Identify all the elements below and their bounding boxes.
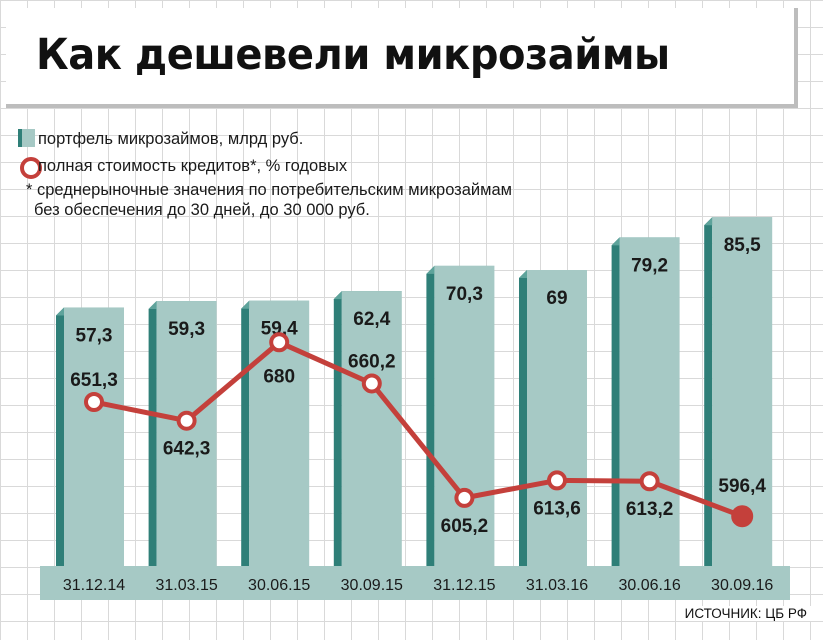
line-point (176, 410, 197, 431)
x-tick-label: 30.09.16 (711, 577, 773, 594)
x-tick-label: 30.09.15 (341, 577, 403, 594)
line-point (84, 392, 104, 412)
x-tick-label: 31.12.14 (63, 577, 125, 594)
line-value-label: 660,2 (348, 351, 396, 372)
line-value-label: 680 (263, 366, 295, 387)
bar-value-label: 59,3 (168, 319, 205, 340)
bar (64, 307, 124, 566)
line-value-label: 596,4 (718, 476, 766, 497)
line-value-label: 613,2 (626, 499, 674, 520)
line-point (547, 470, 567, 491)
title-box: Как дешевели микрозаймы (6, 8, 798, 108)
x-tick-label: 30.06.15 (248, 577, 310, 594)
legend-note-line2: без обеспечения до 30 дней, до 30 000 ру… (34, 201, 370, 219)
bar-value-label: 59,4 (261, 319, 298, 340)
bar-side (704, 217, 713, 566)
bar-side (611, 237, 620, 567)
legend-bar-label: портфель микрозаймов, млрд руб. (38, 130, 304, 148)
line-value-label: 651,3 (70, 370, 118, 391)
bar-side (333, 291, 342, 566)
bar-value-label: 70,3 (446, 284, 483, 305)
x-tick-label: 31.12.15 (433, 577, 495, 594)
bar (156, 301, 217, 566)
bar (341, 291, 402, 566)
bar (527, 270, 587, 566)
x-tick-label: 31.03.16 (526, 577, 588, 594)
line-value-label: 613,6 (533, 498, 581, 519)
chart-title: Как дешевели микрозаймы (36, 30, 670, 80)
bar-value-label: 79,2 (631, 255, 668, 276)
bar-value-label: 62,4 (353, 309, 390, 330)
legend-line-label: полная стоимость кредитов*, % годовых (38, 157, 348, 175)
legend-bar-swatch (18, 129, 35, 147)
x-tick-label: 31.03.15 (155, 577, 217, 594)
bar-side (426, 265, 435, 566)
line-point (454, 487, 475, 508)
bar-value-label: 85,5 (724, 235, 761, 256)
bar-side (241, 300, 250, 566)
line-value-label: 642,3 (163, 439, 211, 460)
bar-value-label: 69 (546, 288, 567, 309)
line-point (639, 471, 660, 492)
bar (434, 265, 495, 566)
bar-value-label: 57,3 (76, 325, 113, 346)
line-point (731, 505, 754, 528)
line-point (269, 332, 290, 353)
bar (619, 237, 680, 567)
bar-side (519, 270, 527, 566)
x-tick-label: 30.06.16 (618, 577, 680, 594)
line-value-label: 605,2 (441, 516, 489, 537)
legend-line-swatch (20, 157, 42, 179)
source-note: ИСТОЧНИК: ЦБ РФ (680, 606, 811, 621)
series-line (93, 339, 744, 519)
legend-note-line1: * среднерыночные значения по потребитель… (26, 181, 513, 199)
bar-side (56, 307, 64, 566)
bar-side (148, 301, 157, 566)
x-axis-band (40, 566, 790, 600)
line-point (361, 373, 382, 394)
